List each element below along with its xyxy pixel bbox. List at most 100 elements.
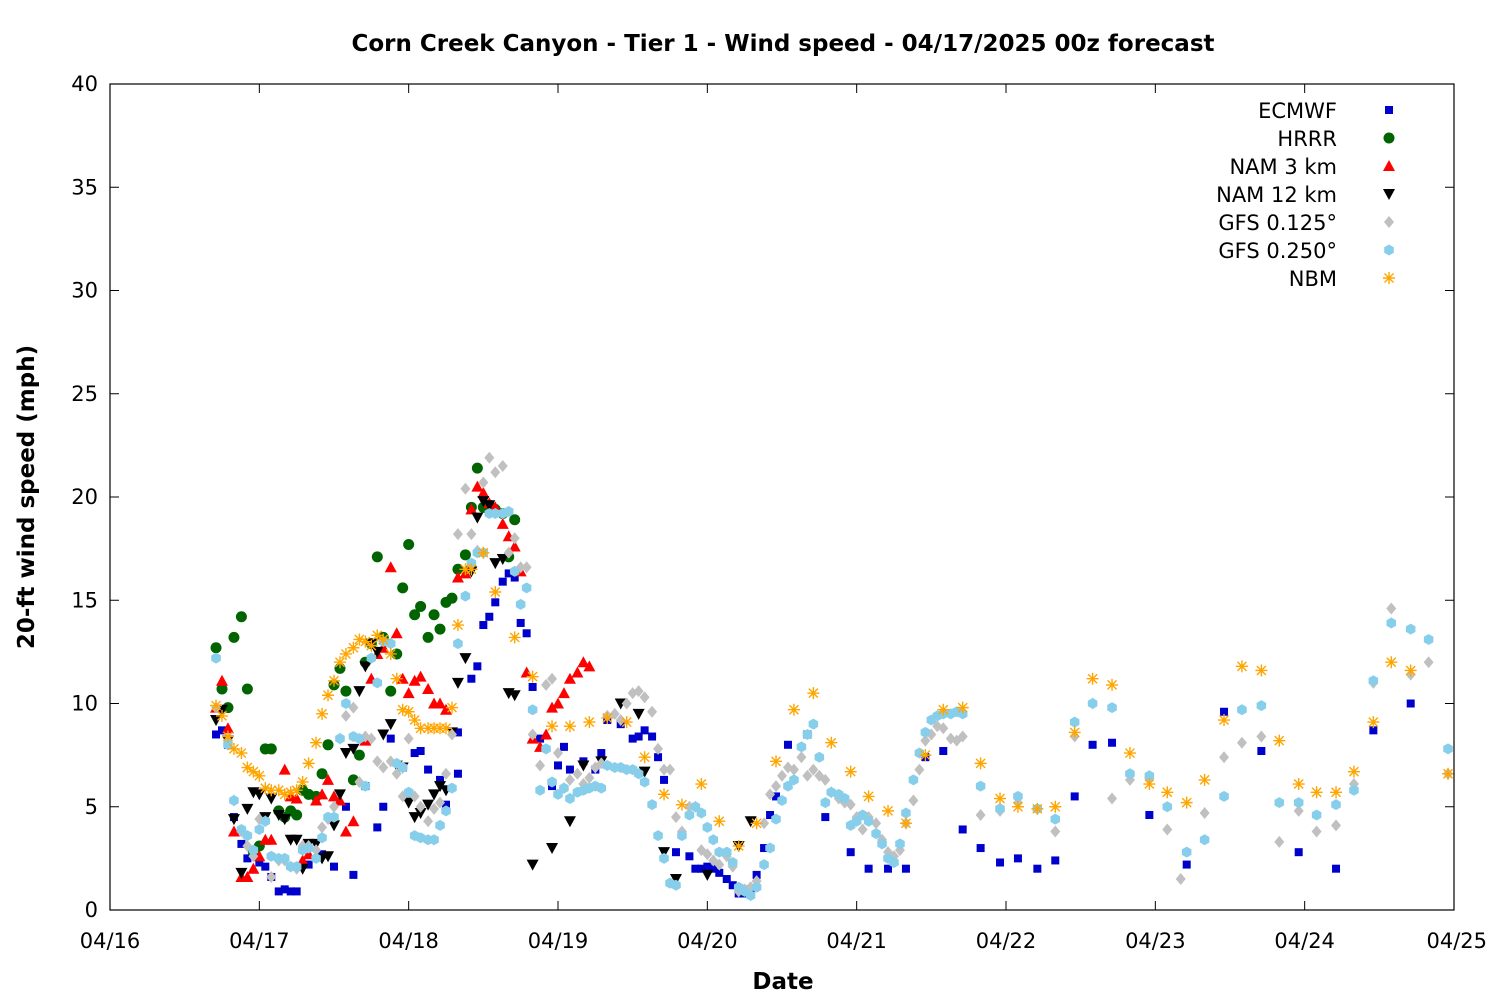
y-axis-label: 20-ft wind speed (mph) [14,345,40,649]
data-point [310,736,323,749]
data-point [975,780,986,792]
data-point [311,844,322,857]
data-point [291,861,302,873]
data-point [254,823,265,835]
data-point [509,514,521,526]
data-point [227,825,240,837]
data-point [265,793,278,805]
data-point [1237,704,1247,716]
data-point [1443,743,1453,755]
data-point [460,482,471,495]
data-point [654,753,663,762]
x-tick-label: 04/20 [677,929,738,953]
data-point [658,847,671,859]
data-point [347,815,360,827]
data-point [329,811,339,823]
data-point [366,732,377,745]
data-point [1069,716,1080,728]
data-point [536,734,545,743]
data-point [658,788,671,801]
data-point [1107,792,1118,805]
data-point [316,707,329,720]
data-point [485,612,494,621]
data-point [844,765,857,778]
data-point [408,812,421,824]
data-point [783,740,792,749]
data-point [414,722,427,735]
data-point [229,795,239,807]
data-point [466,528,477,541]
x-tick-label: 04/25 [1426,929,1487,953]
data-point [477,546,490,559]
data-point [235,867,248,879]
data-point [640,726,649,735]
series-hrrr [210,462,521,858]
data-point [1162,823,1173,836]
data-point [428,609,440,621]
data-point [303,842,314,854]
data-point [328,674,340,687]
data-point [1310,786,1323,799]
data-point [1219,790,1229,802]
data-point [241,870,254,882]
data-point [310,794,323,806]
data-point [429,834,439,846]
data-point [515,598,526,610]
data-point [620,716,633,729]
data-point [714,858,725,871]
data-point [802,728,813,740]
data-point [920,734,931,747]
data-point [377,633,390,646]
data-point [546,843,559,855]
data-point [434,697,447,709]
data-point [1219,751,1230,764]
data-point [814,751,825,763]
data-point [423,815,434,828]
data-point [384,647,397,660]
data-point [653,830,663,842]
data-point [862,790,875,803]
data-point [347,743,360,755]
data-point [535,759,546,772]
data-point [1292,778,1305,791]
data-point [414,807,427,819]
data-point [329,800,339,813]
data-point [302,757,315,770]
data-point [583,716,596,729]
data-point [787,703,800,716]
data-point [709,864,718,873]
data-point [557,687,570,699]
data-point [473,662,482,671]
data-point [516,618,525,627]
data-point [802,769,813,782]
data-point [1406,699,1415,708]
data-point [1011,800,1024,813]
data-point [216,709,228,722]
data-point [1235,660,1248,673]
data-point [434,623,446,635]
data-point [341,802,350,811]
data-point [789,774,799,786]
data-point [839,792,850,804]
data-point [760,844,769,853]
data-point [957,730,968,743]
data-point [408,674,421,686]
data-point [452,528,463,541]
data-point [403,732,414,745]
data-point [265,784,278,797]
data-point [415,800,426,813]
x-tick-label: 04/19 [528,929,589,953]
data-point [602,759,613,771]
data-point [272,810,285,822]
data-point [1331,799,1341,811]
data-point [509,565,520,577]
data-point [1051,856,1060,865]
y-tick-label: 40 [71,72,98,96]
data-point [1181,846,1192,858]
data-point [489,501,502,513]
data-point [1236,736,1247,749]
data-point [1423,633,1434,645]
data-point [353,686,366,698]
data-point [1144,770,1155,782]
data-point [1273,734,1286,747]
